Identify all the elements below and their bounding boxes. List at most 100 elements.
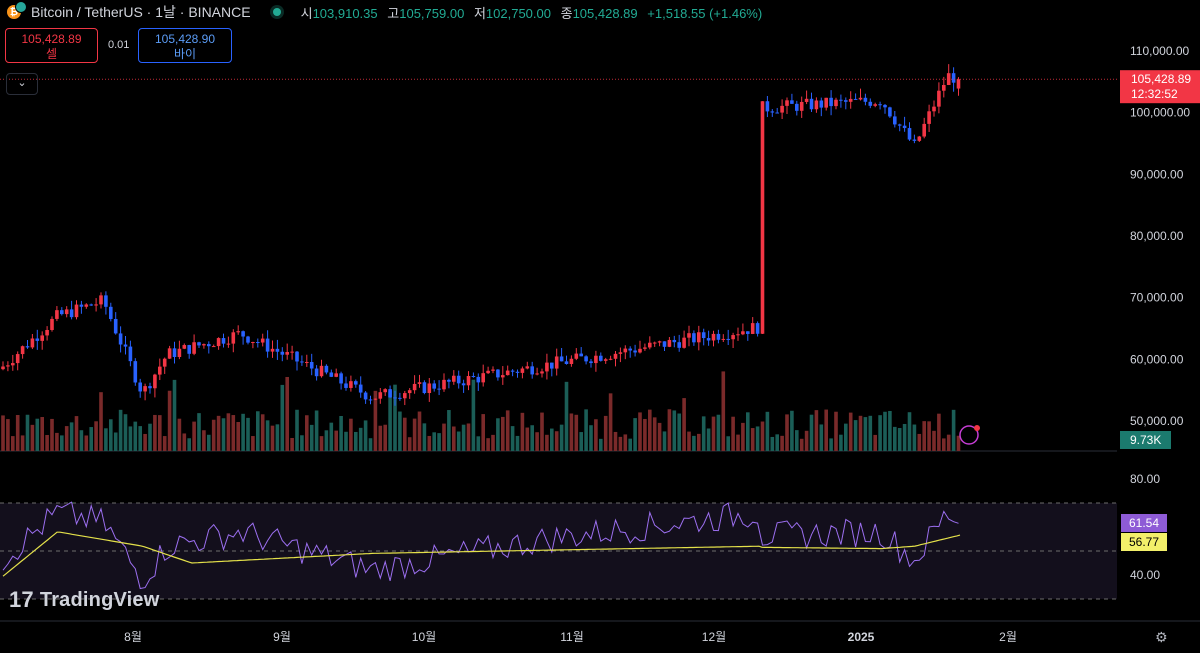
volume-bar (687, 431, 691, 451)
candle-body (319, 365, 324, 377)
candle-body (638, 348, 642, 353)
candle (927, 104, 931, 132)
volume-bar (525, 427, 530, 451)
volume-bar (897, 428, 902, 451)
volume-bar (280, 384, 285, 451)
candle (804, 90, 809, 105)
candle (613, 350, 618, 367)
candle-body (104, 295, 108, 307)
candle (158, 358, 162, 381)
volume-bar (221, 418, 226, 451)
candle (89, 303, 93, 306)
candle (692, 330, 696, 346)
candle (711, 330, 716, 347)
gear-icon[interactable]: ⚙ (1155, 629, 1168, 645)
candle-body (432, 383, 436, 389)
sell-button[interactable]: 105,428.89 셀 (5, 28, 98, 63)
candle (701, 328, 706, 346)
candle (917, 135, 922, 143)
candle (30, 333, 35, 350)
volume-bar (118, 409, 123, 451)
volume-bar (84, 435, 89, 451)
candle-body (354, 381, 358, 385)
candle (554, 348, 559, 376)
candle (515, 369, 520, 378)
candle-body (236, 331, 240, 333)
candle-body (501, 375, 505, 378)
candle (545, 353, 549, 380)
volume-bar (726, 436, 730, 451)
candle (437, 380, 441, 396)
candle (45, 326, 49, 341)
candle-body (932, 106, 936, 112)
candle-body (393, 397, 397, 399)
candle (888, 106, 892, 118)
volume-bar (15, 415, 20, 451)
candle-body (853, 98, 858, 100)
volume-bar (623, 434, 628, 451)
candle (138, 378, 142, 398)
candle (569, 355, 574, 367)
candle-body (466, 376, 471, 386)
candle-body (848, 98, 853, 102)
candle-body (716, 333, 721, 340)
candle (858, 88, 863, 101)
x-tick-label: 2월 (999, 630, 1017, 644)
symbol-title[interactable]: Bitcoin / TetherUS · 1날 · BINANCE (31, 4, 251, 20)
candle-body (902, 125, 907, 129)
y-tick-label: 50,000.00 (1130, 414, 1184, 428)
volume-bar (363, 420, 368, 451)
volume-bar (682, 398, 686, 451)
volume-bar (741, 422, 745, 451)
candle-body (221, 338, 226, 344)
buy-button[interactable]: 105,428.90 바이 (138, 28, 232, 63)
candle-body (535, 373, 539, 375)
candle (893, 110, 897, 128)
volume-bar (368, 438, 373, 451)
volume-bar (442, 423, 446, 451)
volume-bar (638, 412, 642, 451)
volume-bar (510, 426, 515, 451)
candle-body (951, 73, 956, 83)
chevron-down-icon[interactable]: ⌄ (6, 73, 38, 95)
volume-bar (123, 414, 128, 451)
candle (74, 300, 79, 320)
candle-body (109, 306, 113, 319)
volume-bar (109, 419, 113, 451)
lightning-icon (959, 425, 979, 445)
candle (848, 91, 853, 109)
candle (354, 379, 358, 388)
candle-body (648, 342, 652, 348)
candle-body (741, 331, 745, 335)
volume-bar (937, 413, 941, 451)
candle-body (677, 342, 681, 348)
volume-bar (202, 430, 206, 451)
candle (496, 369, 500, 381)
candle-body (427, 383, 432, 394)
candle (202, 343, 206, 349)
candle (741, 323, 745, 336)
candle (525, 361, 530, 370)
candle-body (682, 337, 686, 348)
volume-bar (211, 419, 216, 451)
volume-bar (89, 427, 93, 451)
candle (452, 370, 456, 385)
volume-bar (584, 409, 588, 451)
candle-body (422, 382, 427, 394)
candle-body (554, 356, 559, 369)
candle (314, 365, 319, 381)
volume-bar (648, 409, 652, 451)
candle (177, 340, 182, 360)
volume-bar (942, 438, 946, 451)
candle (790, 93, 794, 104)
candle (584, 355, 588, 365)
candle (20, 345, 25, 359)
candle (878, 101, 882, 110)
volume-bar (888, 410, 892, 451)
volume-bar (535, 432, 539, 451)
candle-body (505, 370, 510, 376)
volume-bar (314, 410, 319, 451)
rsi-value-label: 61.54 (1129, 516, 1159, 530)
candle-body (153, 374, 157, 389)
